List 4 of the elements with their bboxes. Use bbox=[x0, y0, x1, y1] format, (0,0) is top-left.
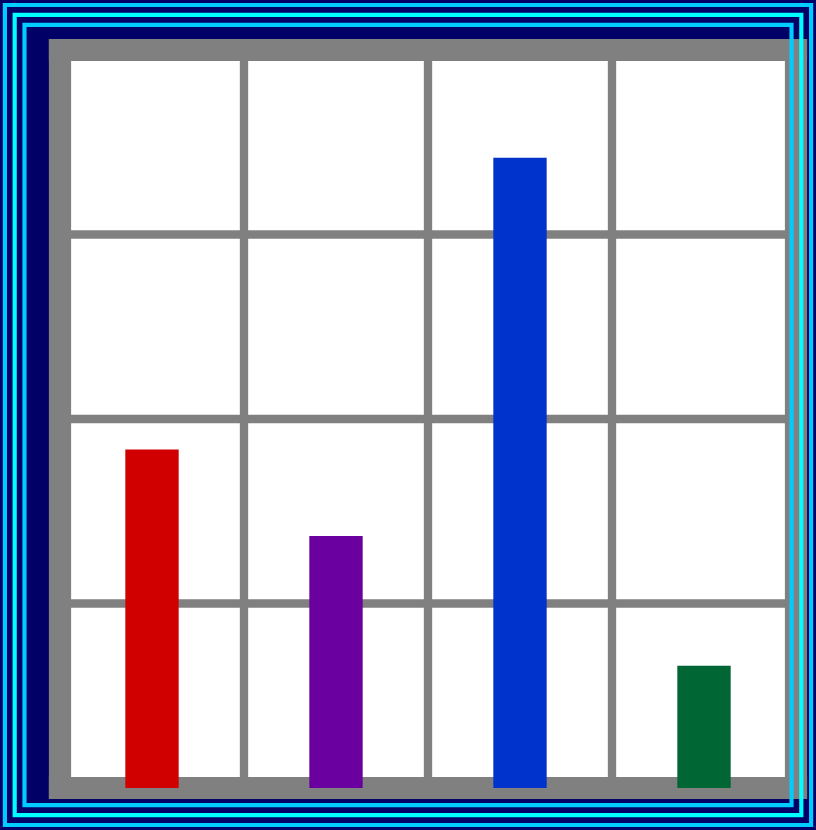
bar bbox=[493, 157, 547, 788]
bar bbox=[125, 449, 179, 788]
bar bbox=[677, 665, 731, 788]
bar bbox=[309, 535, 363, 788]
